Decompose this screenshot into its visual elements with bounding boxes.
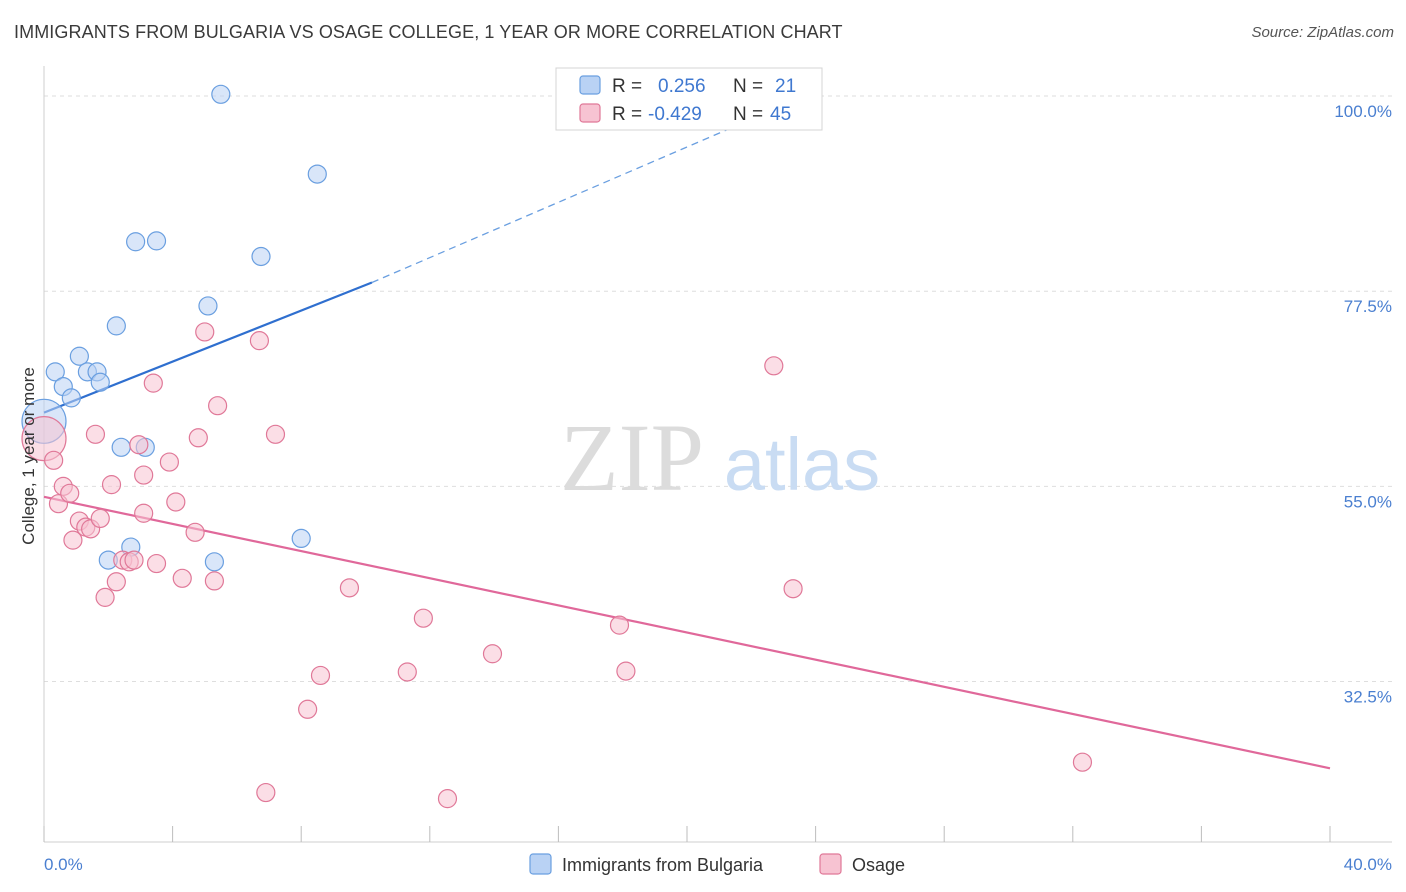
point-bulgaria [61, 388, 81, 408]
bottom-legend-label-bulgaria: Immigrants from Bulgaria [562, 855, 764, 875]
point-osage [129, 435, 149, 455]
legend-r-label-1: R = [612, 76, 642, 97]
correlation-legend: R = 0.256 N = 21 R = -0.429 N = 45 [555, 67, 823, 131]
legend-swatch-osage [579, 103, 601, 123]
point-osage [159, 452, 179, 472]
point-osage [134, 503, 154, 523]
y-tick-label: 32.5% [1344, 688, 1392, 707]
point-osage [134, 465, 154, 485]
chart-title: IMMIGRANTS FROM BULGARIA VS OSAGE COLLEG… [14, 22, 843, 42]
series-legend: Immigrants from Bulgaria Osage [529, 853, 905, 875]
point-bulgaria [291, 528, 311, 549]
source-note: Source: ZipAtlas.com [1251, 24, 1394, 41]
point-osage [437, 789, 458, 809]
watermark-zip: ZIP [560, 404, 704, 511]
point-bulgaria [307, 164, 327, 184]
point-bulgaria [146, 231, 167, 251]
legend-n-label-1: N = [733, 76, 763, 97]
point-bulgaria [45, 362, 65, 382]
point-bulgaria [198, 296, 218, 316]
tick-labels: 100.0% 77.5% 55.0% 32.5% 0.0% 40.0% [44, 102, 1392, 874]
bottom-legend-swatch-bulgaria [529, 853, 552, 875]
point-osage [172, 568, 192, 588]
watermark-atlas: atlas [724, 423, 880, 506]
legend-r-label-2: R = [612, 104, 642, 125]
point-osage [310, 665, 331, 686]
point-osage [124, 550, 144, 570]
point-osage [783, 579, 803, 599]
point-osage [143, 373, 163, 393]
point-bulgaria [69, 346, 89, 366]
legend-swatch-bulgaria [579, 75, 601, 95]
point-bulgaria [211, 84, 231, 104]
point-osage [339, 578, 360, 598]
bottom-legend-swatch-osage [819, 853, 842, 875]
point-osage [298, 699, 318, 719]
trend-line-osage [43, 495, 1331, 770]
point-osage [195, 322, 215, 342]
y-tick-label: 100.0% [1334, 102, 1392, 121]
x-tick-label: 40.0% [1344, 855, 1392, 874]
gridlines [44, 95, 1392, 683]
legend-n-value-2: 45 [770, 104, 791, 125]
point-osage [1072, 752, 1093, 772]
point-bulgaria [106, 316, 126, 336]
point-bulgaria [126, 232, 146, 252]
point-osage [482, 644, 503, 664]
axes [43, 66, 1392, 843]
point-osage [146, 553, 167, 574]
point-osage [249, 331, 270, 351]
data-points [21, 84, 1093, 809]
point-osage [256, 782, 276, 803]
point-osage [188, 428, 208, 448]
point-osage [85, 424, 106, 444]
point-osage [95, 587, 115, 607]
point-osage [60, 483, 80, 503]
x-tick-label: 0.0% [44, 855, 83, 874]
point-bulgaria [90, 372, 110, 392]
point-osage [397, 662, 417, 682]
point-osage [90, 508, 110, 529]
point-osage [44, 450, 64, 470]
point-osage [166, 492, 186, 512]
point-osage [21, 416, 67, 462]
legend-r-value-2: -0.429 [648, 104, 702, 125]
y-tick-label: 77.5% [1344, 297, 1392, 316]
legend-n-label-2: N = [733, 104, 763, 125]
point-osage [63, 530, 83, 550]
point-osage [208, 396, 228, 416]
point-bulgaria [111, 437, 131, 457]
point-osage [609, 615, 630, 635]
point-osage [764, 356, 784, 376]
point-osage [616, 661, 636, 681]
point-osage [413, 608, 433, 628]
point-osage [265, 424, 286, 444]
point-osage [101, 475, 122, 495]
y-tick-label: 55.0% [1344, 492, 1392, 511]
y-axis-title: College, 1 year or more [19, 367, 38, 545]
bottom-legend-label-osage: Osage [852, 855, 905, 875]
point-bulgaria [251, 246, 271, 267]
point-osage [204, 571, 224, 591]
legend-n-value-1: 21 [775, 76, 796, 97]
point-osage [106, 572, 126, 592]
point-osage [185, 522, 205, 542]
legend-r-value-1: 0.256 [658, 76, 706, 97]
point-bulgaria [204, 552, 224, 572]
